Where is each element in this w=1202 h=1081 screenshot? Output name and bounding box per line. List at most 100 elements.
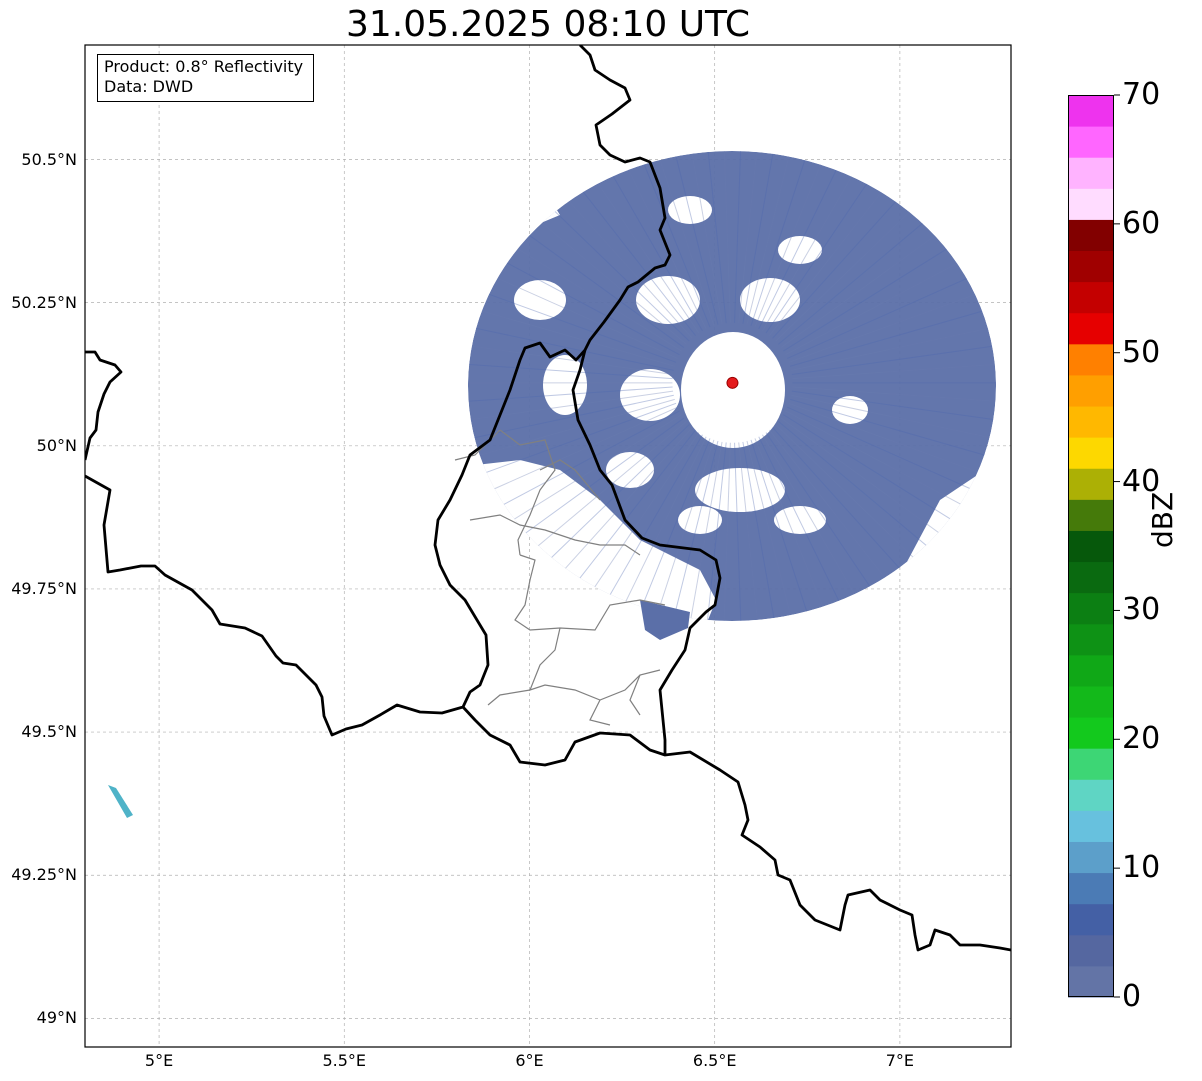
- lon-tick-label: 7°E: [885, 1051, 915, 1070]
- radar-ray: [738, 442, 762, 621]
- radar-ray: [742, 441, 780, 621]
- border-lu-fr-de: [461, 706, 1011, 952]
- radar-ray: [780, 417, 952, 542]
- radar-ray: [785, 255, 972, 356]
- radar-ray: [581, 158, 700, 334]
- data-source-label: Data: DWD: [104, 77, 194, 96]
- colorbar-segment: [1068, 654, 1114, 687]
- colorbar-segment: [1068, 592, 1114, 625]
- radar-ray: [565, 429, 696, 596]
- radar-ray: [493, 255, 680, 356]
- echo-gap-center: [681, 332, 785, 448]
- radar-ray: [789, 398, 993, 458]
- echo-gap-12: [678, 506, 722, 534]
- echo-gap-7: [514, 280, 566, 320]
- lat-tick-label: 49.5°N: [21, 722, 77, 742]
- radar-site-marker: [726, 376, 739, 389]
- colorbar-tick-label: 70: [1122, 77, 1161, 112]
- radar-ray: [513, 223, 685, 348]
- colorbar-segment: [1068, 250, 1114, 283]
- colorbar-tick-label: 50: [1122, 334, 1161, 370]
- radar-ray: [525, 208, 687, 345]
- radar-ray: [630, 151, 711, 328]
- lon-tick-label: 5.5°E: [322, 1051, 367, 1070]
- radar-ray: [762, 151, 868, 332]
- radar-ray: [769, 429, 900, 596]
- radar-ray: [791, 326, 996, 371]
- radar-ray: [503, 239, 682, 352]
- colorbar-segment: [1068, 810, 1114, 842]
- radar-ray: [613, 151, 707, 330]
- colorbar-segment: [1068, 965, 1114, 998]
- colorbar-segment: [1068, 841, 1114, 874]
- radar-ray: [772, 181, 914, 339]
- product-info-box: Product: 0.8° Reflectivity Data: DWD: [97, 54, 314, 102]
- radar-ray: [738, 151, 762, 324]
- radar-ray: [775, 194, 928, 342]
- radar-ray: [525, 421, 687, 557]
- radar-ray: [485, 406, 678, 494]
- radar-ray: [551, 427, 693, 584]
- radar-ray: [734, 442, 743, 621]
- radar-ray: [765, 158, 884, 334]
- radar-ray: [780, 223, 952, 348]
- radar-ray: [722, 151, 731, 323]
- radar-ray: [758, 151, 852, 330]
- national-borders: [85, 45, 1011, 952]
- echo-patch-south: [640, 600, 690, 640]
- radar-ray: [734, 151, 743, 323]
- colorbar-segment: [1068, 157, 1114, 189]
- colorbar-segment: [1068, 374, 1114, 407]
- radar-ray: [468, 386, 673, 403]
- colorbar-segment: [1068, 934, 1114, 967]
- radar-ray: [513, 417, 685, 542]
- colorbar-segment: [1068, 903, 1114, 936]
- echo-gap-11: [774, 506, 826, 534]
- radar-ray: [597, 434, 703, 617]
- colorbar-segment: [1068, 95, 1114, 127]
- radar-ray: [722, 442, 731, 621]
- radar-ray: [772, 427, 914, 584]
- lat-tick-label: 49.25°N: [11, 865, 77, 885]
- lat-tick-label: 49.75°N: [11, 578, 77, 598]
- colorbar-segment: [1068, 343, 1114, 376]
- colorbar-segment: [1068, 312, 1114, 345]
- radar-ray: [478, 290, 677, 363]
- radar-ray: [787, 272, 980, 359]
- colorbar-tick-label: 40: [1122, 463, 1161, 499]
- radar-ray: [788, 402, 987, 476]
- colorbar-segment: [1068, 561, 1114, 594]
- colorbar-segment: [1068, 499, 1114, 531]
- radar-ray: [537, 194, 690, 342]
- colorbar-segment: [1068, 468, 1114, 500]
- radar-ray: [754, 438, 835, 621]
- border-fr-be: [85, 350, 123, 461]
- lon-tick-label: 5°E: [144, 1051, 174, 1070]
- echo-patch-west: [108, 785, 133, 818]
- colorbar-segment: [1068, 219, 1114, 252]
- radar-ray: [703, 442, 727, 621]
- radar-ray: [792, 363, 996, 380]
- radar-ray: [537, 424, 690, 571]
- radar-ray: [685, 441, 723, 621]
- product-label: Product: 0.8° Reflectivity: [104, 57, 304, 76]
- radar-ray: [485, 272, 678, 359]
- radar-ray: [769, 169, 900, 336]
- radar-ray: [758, 436, 852, 621]
- radar-ray: [468, 344, 674, 375]
- map-title: 31.05.2025 08:10 UTC: [345, 4, 751, 45]
- radar-ray: [703, 151, 727, 324]
- echo-gap-4: [695, 468, 785, 512]
- lat-tick-label: 50.5°N: [21, 149, 77, 169]
- radar-ray: [472, 307, 675, 367]
- colorbar-segment: [1068, 437, 1114, 469]
- echo-gap-5: [606, 452, 654, 488]
- radar-ray: [783, 414, 962, 527]
- plot-frame: [84, 44, 1012, 1048]
- radar-ray: [551, 181, 693, 339]
- radar-ray: [472, 398, 675, 458]
- radar-ray: [791, 394, 996, 440]
- radar-ray: [785, 410, 972, 511]
- colorbar-frame: [1068, 95, 1114, 997]
